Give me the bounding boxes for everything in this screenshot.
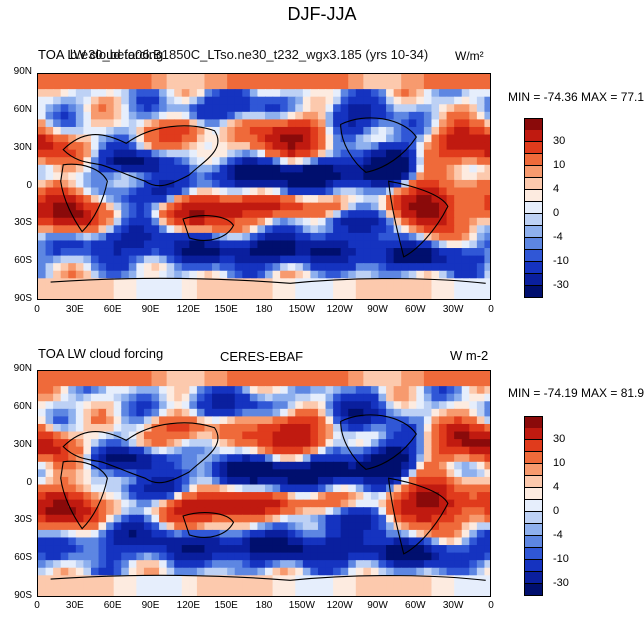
map-field-svg: [38, 74, 490, 299]
panel-center-title: b.e30_beta06.B1850C_LTso.ne30_t232_wgx3.…: [70, 47, 429, 62]
colorbar-label: -10: [553, 255, 569, 267]
lon-tick-label: 150E: [214, 304, 238, 315]
lon-tick-label: 60W: [405, 600, 426, 611]
lat-tick-label: 90S: [14, 293, 32, 304]
colorbar-label: -4: [553, 231, 563, 243]
lon-tick-label: 150W: [288, 600, 315, 611]
colorbar-swatch: [524, 202, 543, 214]
lon-tick-label: 120E: [176, 600, 200, 611]
lon-tick-label: 150W: [288, 304, 315, 315]
lat-tick-label: 60N: [13, 103, 32, 115]
colorbar-swatch: [524, 440, 543, 452]
min-max-label: MIN = -74.19 MAX = 81.98: [508, 386, 644, 400]
panel-top: TOA LW cloud forcing b.e30_beta06.B1850C…: [13, 47, 644, 315]
colorbar-swatch: [524, 286, 543, 298]
colorbar-label: 4: [553, 183, 560, 195]
figure-title: DJF-JJA: [287, 4, 357, 24]
colorbar-swatch: [524, 190, 543, 202]
colorbar-swatch: [524, 488, 543, 500]
panel-left-title: TOA LW cloud forcing: [38, 346, 164, 361]
lon-tick-label: 30E: [65, 304, 84, 315]
colorbar-swatch: [524, 166, 543, 178]
lon-tick-label: 90E: [141, 304, 160, 315]
lat-tick-label: 90N: [13, 363, 32, 374]
colorbar-swatch: [524, 262, 543, 274]
panel-units: W/m²: [455, 49, 484, 63]
colorbar-swatch: [524, 524, 543, 536]
lon-tick-label: 30E: [65, 600, 84, 611]
lon-tick-label: 150E: [214, 600, 238, 611]
lon-tick-label: 0: [34, 304, 40, 315]
colorbar-swatch: [524, 142, 543, 154]
lon-tick-label: 120W: [326, 304, 353, 315]
lat-tick-label: 30N: [13, 141, 32, 153]
colorbar-label: -10: [553, 553, 569, 565]
lat-tick-label: 30N: [13, 438, 32, 450]
colorbar-swatch: [524, 214, 543, 226]
lon-tick-label: 60E: [103, 600, 122, 611]
colorbar-swatch: [524, 226, 543, 238]
map-plot: [37, 370, 491, 597]
colorbar-swatch: [524, 130, 543, 142]
lat-tick-label: 30S: [14, 217, 32, 229]
lon-tick-label: 0: [488, 600, 494, 611]
colorbar-swatch: [524, 238, 543, 250]
lon-tick-label: 120E: [176, 304, 200, 315]
panel-center-title: CERES-EBAF: [220, 349, 304, 364]
lon-tick-label: 180: [255, 304, 273, 315]
colorbar-label: 30: [553, 433, 566, 445]
colorbar-swatch: [524, 512, 543, 524]
lat-tick-label: 90N: [13, 66, 32, 77]
lon-tick-label: 60W: [405, 304, 426, 315]
colorbar-swatch: [524, 274, 543, 286]
colorbar-label: 0: [553, 505, 560, 517]
lat-tick-label: 30S: [14, 514, 32, 526]
lon-tick-label: 90E: [141, 600, 160, 611]
lat-tick-label: 60S: [14, 255, 32, 267]
lon-tick-label: 0: [488, 304, 494, 315]
colorbar-label: 10: [553, 457, 566, 469]
colorbar-label: 0: [553, 207, 560, 219]
lon-tick-label: 90W: [367, 600, 388, 611]
lon-tick-label: 90W: [367, 304, 388, 315]
colorbar-label: -30: [553, 279, 569, 291]
colorbar-swatch: [524, 500, 543, 512]
colorbar-swatch: [524, 428, 543, 440]
lon-tick-label: 180: [255, 600, 273, 611]
colorbar-swatch: [524, 452, 543, 464]
colorbar-swatch: [524, 536, 543, 548]
min-max-label: MIN = -74.36 MAX = 77.14: [508, 90, 644, 104]
lat-tick-label: 0: [26, 476, 32, 488]
lon-tick-label: 30W: [442, 600, 464, 611]
colorbar-swatch: [524, 584, 543, 596]
colorbar-swatch: [524, 560, 543, 572]
lat-tick-label: 90S: [14, 590, 32, 601]
lon-tick-label: 0: [34, 600, 40, 611]
map-plot: [37, 73, 491, 300]
lon-tick-label: 120W: [326, 600, 353, 611]
lat-tick-label: 60N: [13, 400, 32, 412]
lon-tick-label: 60E: [103, 304, 122, 315]
colorbar-swatch: [524, 464, 543, 476]
colorbar-label: -4: [553, 529, 563, 541]
map-field-svg: [38, 371, 490, 596]
lat-tick-label: 60S: [14, 552, 32, 564]
colorbar-swatch: [524, 548, 543, 560]
lat-tick-label: 0: [26, 179, 32, 191]
lon-tick-label: 30W: [442, 304, 464, 315]
colorbar-label: 4: [553, 481, 560, 493]
colorbar-swatch: [524, 154, 543, 166]
colorbar-swatch: [524, 476, 543, 488]
colorbar-label: -30: [553, 577, 569, 589]
panel-units: W m-2: [450, 348, 489, 363]
colorbar-swatch: [524, 572, 543, 584]
colorbar-label: 10: [553, 159, 566, 171]
colorbar-label: 30: [553, 135, 566, 147]
colorbar-swatch: [524, 178, 543, 190]
panel-left-title: TOA LW cloud forcing: [38, 47, 164, 62]
colorbar-swatch: [524, 250, 543, 262]
